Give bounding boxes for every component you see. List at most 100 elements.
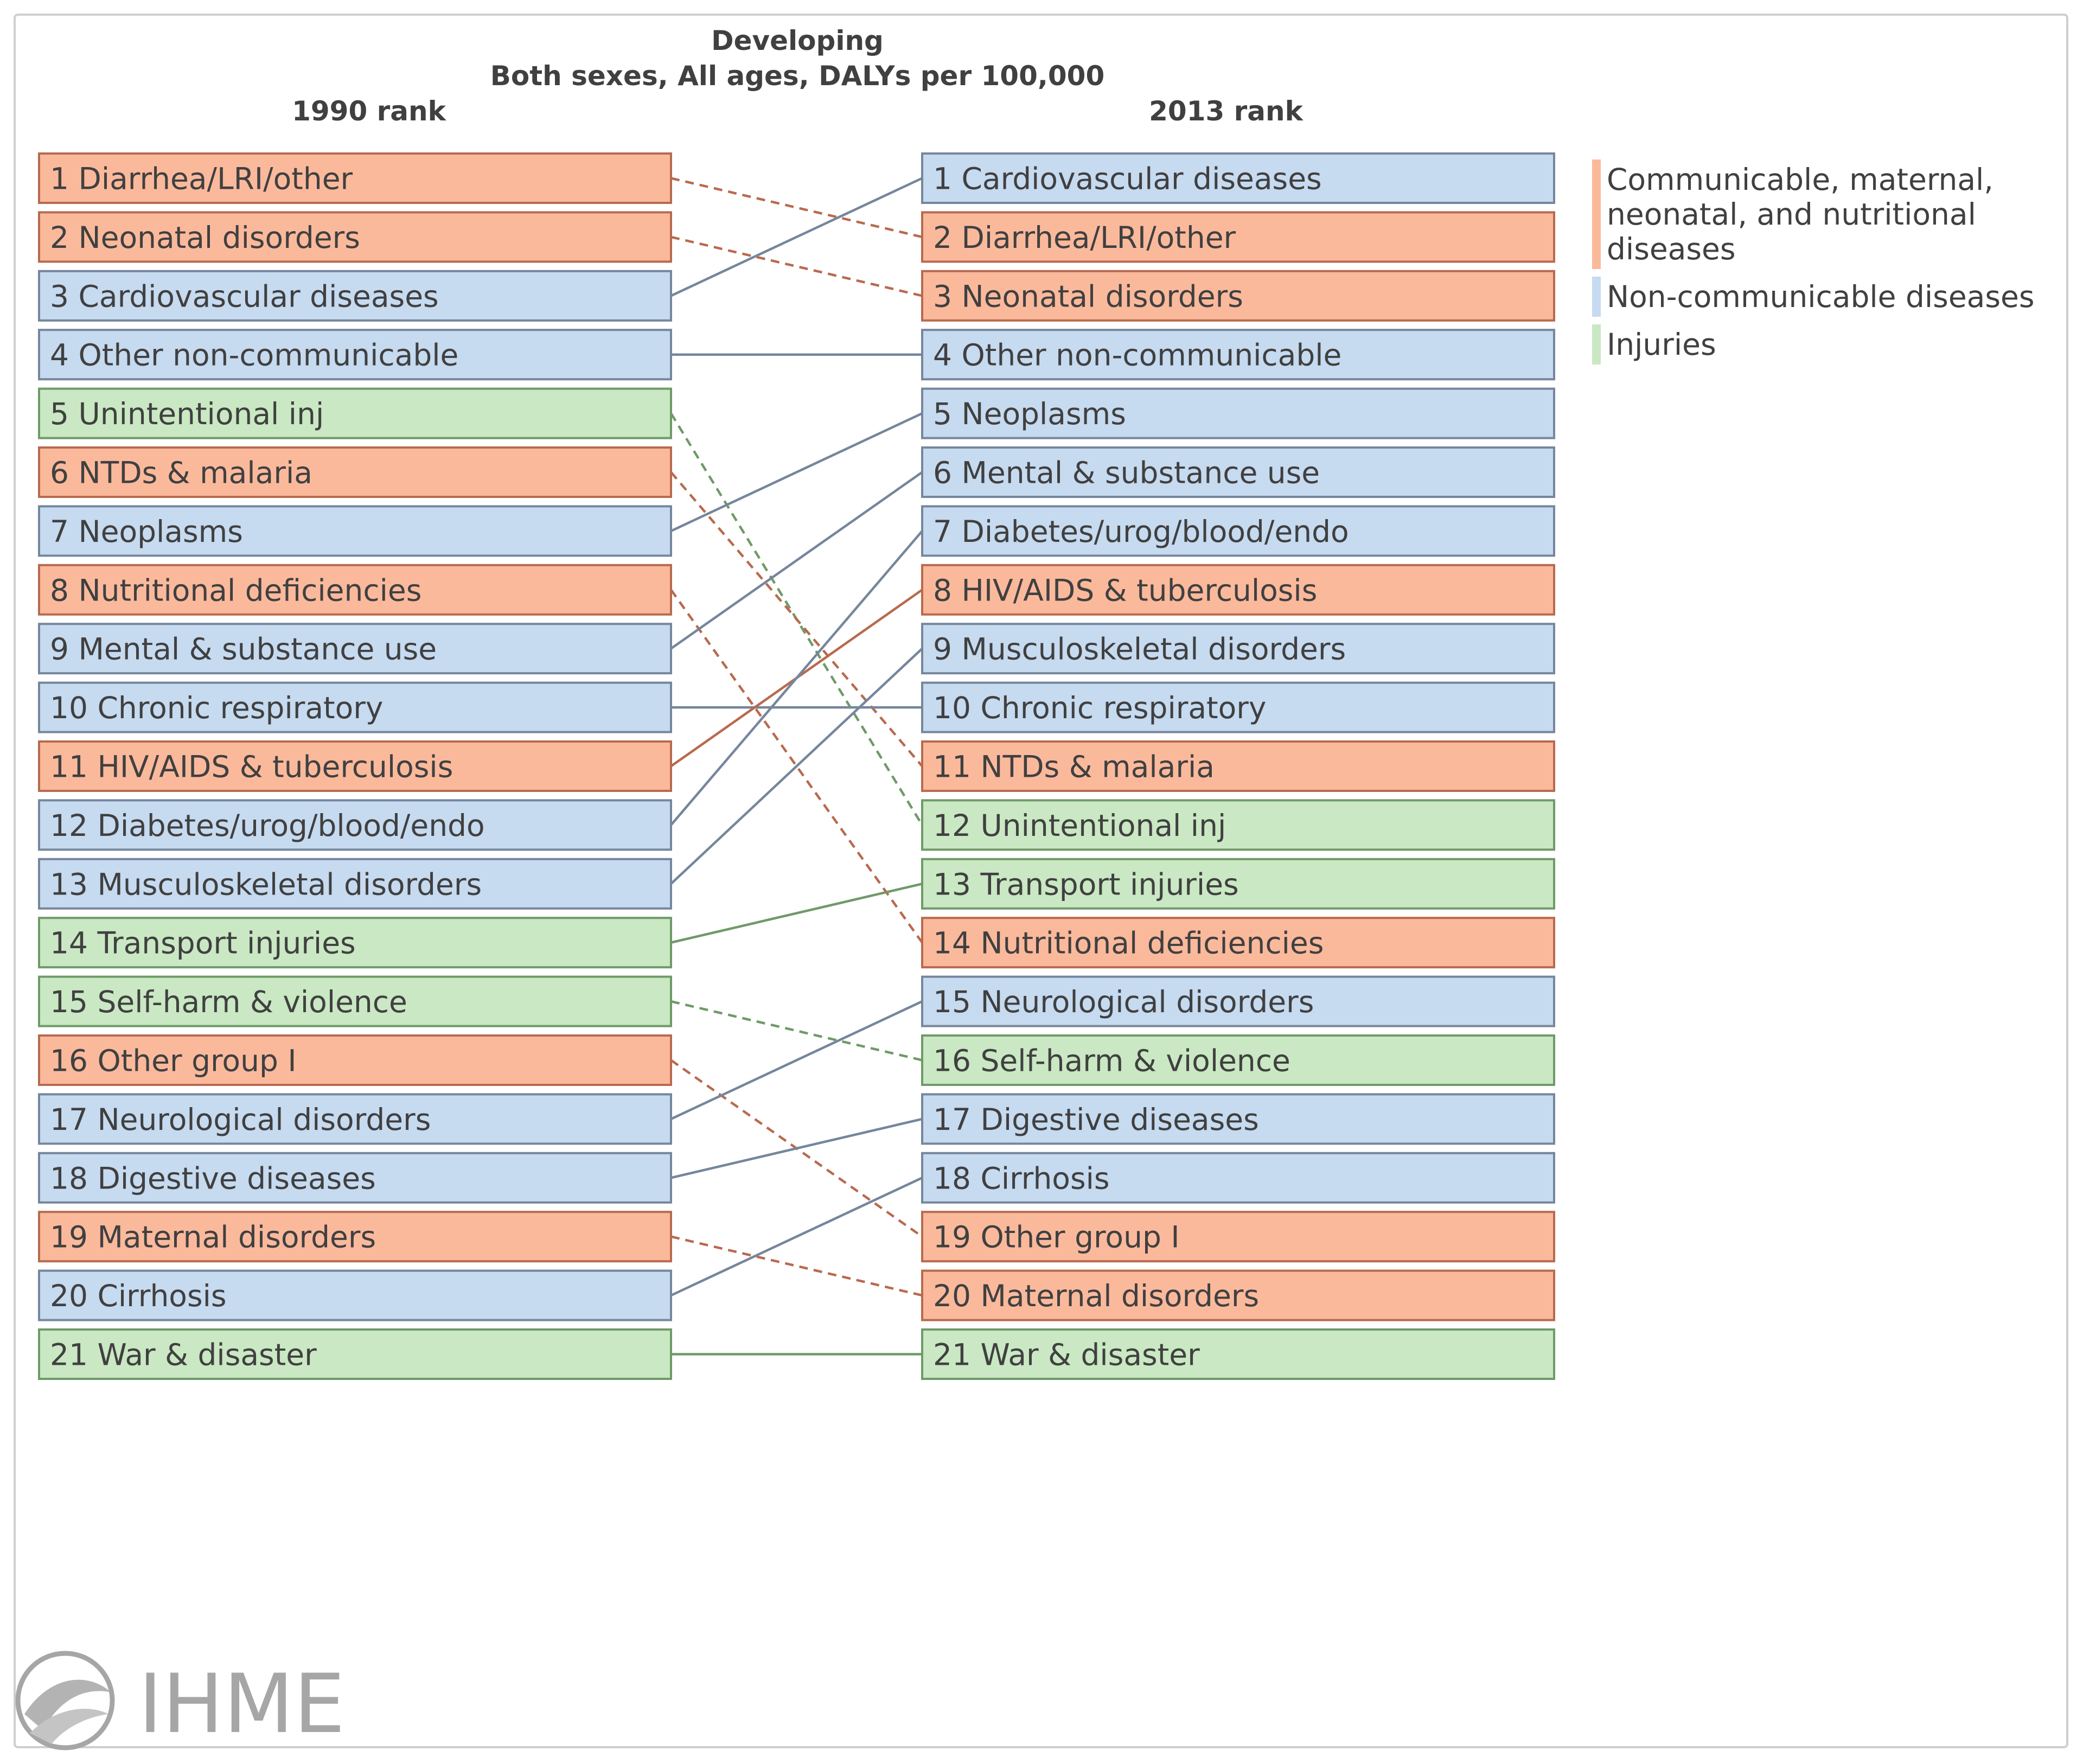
rank-label-1990-musculoskeletal-disorders: 13 Musculoskeletal disorders bbox=[50, 867, 482, 902]
legend-swatch-inj bbox=[1592, 324, 1601, 365]
rank-box-2013-transport-injuries bbox=[921, 858, 1555, 910]
rank-box-1990-digestive-diseases bbox=[38, 1152, 672, 1204]
rank-box-1990-nutritional-deficiencies bbox=[38, 564, 672, 616]
rank-label-1990-hiv-aids-tuberculosis: 11 HIV/AIDS & tuberculosis bbox=[50, 750, 453, 784]
chart-subtitle: Both sexes, All ages, DALYs per 100,000 bbox=[490, 60, 1105, 92]
connector-line-self-harm-violence bbox=[670, 1000, 923, 1062]
rank-box-2013-chronic-respiratory bbox=[921, 681, 1555, 733]
rank-label-2013-other-non-communicable: 4 Other non-communicable bbox=[933, 338, 1341, 373]
rank-box-2013-nutritional-deficiencies bbox=[921, 917, 1555, 969]
rank-box-1990-ntds-malaria bbox=[38, 446, 672, 498]
rank-box-2013-hiv-aids-tuberculosis bbox=[921, 564, 1555, 616]
rank-box-1990-unintentional-inj bbox=[38, 387, 672, 439]
connector-line-diarrhea-lri-other bbox=[670, 177, 923, 239]
rank-box-2013-cardiovascular-diseases bbox=[921, 152, 1555, 204]
rank-label-1990-other-group-i: 16 Other group I bbox=[50, 1044, 297, 1078]
right-rank-column: 2 Diarrhea/LRI/other 3 Neonatal disorders… bbox=[921, 152, 1555, 1380]
rank-box-1990-chronic-respiratory bbox=[38, 681, 672, 733]
rank-box-2013-other-non-communicable bbox=[921, 329, 1555, 381]
rank-label-2013-maternal-disorders: 20 Maternal disorders bbox=[933, 1279, 1259, 1313]
rank-label-2013-nutritional-deficiencies: 14 Nutritional deficiencies bbox=[933, 926, 1324, 961]
ihme-logo-leaf-icon bbox=[30, 1709, 108, 1744]
rank-box-1990-transport-injuries bbox=[38, 917, 672, 969]
connector-line-neonatal-disorders bbox=[670, 235, 923, 297]
rank-label-2013-neoplasms: 5 Neoplasms bbox=[933, 397, 1126, 431]
rank-box-1990-diabetes-urog-blood-endo bbox=[38, 799, 672, 851]
rank-label-1990-other-non-communicable: 4 Other non-communicable bbox=[50, 338, 458, 373]
legend-label-ncd: Non-communicable diseases bbox=[1607, 279, 2035, 314]
rank-box-2013-digestive-diseases bbox=[921, 1093, 1555, 1145]
ihme-logo-circle-icon bbox=[15, 1651, 115, 1750]
ihme-logo-text: IHME bbox=[138, 1657, 345, 1752]
rank-box-1990-cardiovascular-diseases bbox=[38, 270, 672, 322]
rank-label-1990-diarrhea-lri-other: 1 Diarrhea/LRI/other bbox=[50, 162, 353, 196]
rank-label-2013-transport-injuries: 13 Transport injuries bbox=[933, 867, 1239, 902]
rank-box-1990-cirrhosis bbox=[38, 1269, 672, 1321]
connector-line-neurological-disorders bbox=[670, 1000, 923, 1120]
connector-line-digestive-diseases bbox=[670, 1117, 923, 1179]
ihme-logo-leaf-icon bbox=[24, 1679, 111, 1730]
rank-label-2013-digestive-diseases: 17 Digestive diseases bbox=[933, 1102, 1259, 1137]
rank-box-2013-musculoskeletal-disorders bbox=[921, 623, 1555, 675]
rank-box-2013-other-group-i bbox=[921, 1211, 1555, 1263]
connector-line-transport-injuries bbox=[670, 883, 923, 944]
connector-line-diabetes-urog-blood-endo bbox=[670, 530, 923, 826]
rank-box-1990-neoplasms bbox=[38, 505, 672, 557]
rank-label-2013-unintentional-inj: 12 Unintentional inj bbox=[933, 808, 1226, 843]
rank-label-1990-neurological-disorders: 17 Neurological disorders bbox=[50, 1102, 431, 1137]
rank-label-1990-mental-substance-use: 9 Mental & substance use bbox=[50, 632, 437, 667]
rank-label-1990-neoplasms: 7 Neoplasms bbox=[50, 514, 243, 549]
connector-line-maternal-disorders bbox=[670, 1235, 923, 1297]
rank-box-2013-neurological-disorders bbox=[921, 975, 1555, 1027]
rank-box-2013-neoplasms bbox=[921, 387, 1555, 439]
rank-box-1990-war-disaster bbox=[38, 1328, 672, 1380]
rank-label-2013-mental-substance-use: 6 Mental & substance use bbox=[933, 456, 1320, 490]
rank-box-2013-neonatal-disorders bbox=[921, 270, 1555, 322]
rank-label-2013-hiv-aids-tuberculosis: 8 HIV/AIDS & tuberculosis bbox=[933, 573, 1317, 608]
legend-swatch-ncd bbox=[1592, 277, 1601, 317]
rank-label-2013-cirrhosis: 18 Cirrhosis bbox=[933, 1161, 1110, 1196]
right-column-header: 2013 rank bbox=[1149, 95, 1304, 127]
rank-label-1990-self-harm-violence: 15 Self-harm & violence bbox=[50, 985, 407, 1019]
rank-box-1990-neonatal-disorders bbox=[38, 211, 672, 263]
rank-box-1990-other-non-communicable bbox=[38, 329, 672, 381]
rank-box-1990-musculoskeletal-disorders bbox=[38, 858, 672, 910]
rank-box-2013-diarrhea-lri-other bbox=[921, 211, 1555, 263]
legend: Communicable, maternal,neonatal, and nut… bbox=[1592, 159, 2035, 365]
rank-label-1990-neonatal-disorders: 2 Neonatal disorders bbox=[50, 220, 360, 255]
legend-swatch-cmnn bbox=[1592, 159, 1601, 269]
legend-label-cmnn: Communicable, maternal, bbox=[1607, 162, 1993, 197]
legend-label-inj: Injuries bbox=[1607, 327, 1716, 362]
connector-line-ntds-malaria bbox=[670, 471, 923, 767]
rank-label-2013-self-harm-violence: 16 Self-harm & violence bbox=[933, 1044, 1290, 1078]
rank-label-1990-nutritional-deficiencies: 8 Nutritional deficiencies bbox=[50, 573, 421, 608]
rank-label-2013-musculoskeletal-disorders: 9 Musculoskeletal disorders bbox=[933, 632, 1346, 667]
left-column-header: 1990 rank bbox=[292, 95, 447, 127]
rank-label-1990-transport-injuries: 14 Transport injuries bbox=[50, 926, 356, 961]
rank-box-2013-diabetes-urog-blood-endo bbox=[921, 505, 1555, 557]
rank-label-1990-war-disaster: 21 War & disaster bbox=[50, 1338, 317, 1372]
rank-box-2013-mental-substance-use bbox=[921, 446, 1555, 498]
chart-title: Developing bbox=[711, 25, 884, 56]
rank-label-2013-war-disaster: 21 War & disaster bbox=[933, 1338, 1200, 1372]
rank-label-2013-diarrhea-lri-other: 2 Diarrhea/LRI/other bbox=[933, 220, 1236, 255]
connector-line-cirrhosis bbox=[670, 1177, 923, 1297]
connector-line-musculoskeletal-disorders bbox=[670, 648, 923, 885]
rank-box-1990-self-harm-violence bbox=[38, 975, 672, 1027]
rank-label-2013-neonatal-disorders: 3 Neonatal disorders bbox=[933, 279, 1243, 314]
ihme-logo: IHME bbox=[15, 1651, 345, 1752]
rank-box-1990-other-group-i bbox=[38, 1034, 672, 1086]
rank-box-2013-cirrhosis bbox=[921, 1152, 1555, 1204]
rank-box-1990-mental-substance-use bbox=[38, 623, 672, 675]
rank-label-2013-chronic-respiratory: 10 Chronic respiratory bbox=[933, 691, 1266, 725]
rank-label-1990-cirrhosis: 20 Cirrhosis bbox=[50, 1279, 227, 1313]
rank-label-1990-maternal-disorders: 19 Maternal disorders bbox=[50, 1220, 376, 1255]
connector-line-mental-substance-use bbox=[670, 471, 923, 650]
chart-frame bbox=[14, 14, 2068, 1748]
rank-box-2013-war-disaster bbox=[921, 1328, 1555, 1380]
rank-box-2013-unintentional-inj bbox=[921, 799, 1555, 851]
rank-label-2013-diabetes-urog-blood-endo: 7 Diabetes/urog/blood/endo bbox=[933, 514, 1349, 549]
rank-label-1990-diabetes-urog-blood-endo: 12 Diabetes/urog/blood/endo bbox=[50, 808, 485, 843]
rank-label-1990-unintentional-inj: 5 Unintentional inj bbox=[50, 397, 324, 431]
